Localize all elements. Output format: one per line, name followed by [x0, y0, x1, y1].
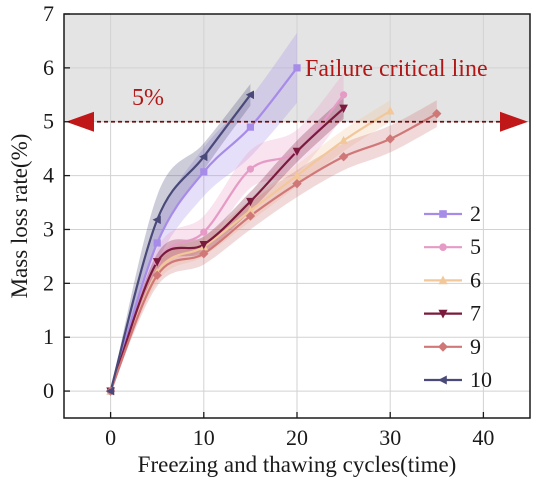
marker-layer [105, 64, 442, 396]
point-series-9 [292, 179, 302, 189]
x-tick-label: 40 [472, 425, 494, 450]
x-tick-label: 0 [105, 425, 116, 450]
point-series-10 [199, 152, 208, 162]
point-series-7 [339, 104, 348, 113]
legend-marker-9 [438, 341, 448, 352]
y-tick-label: 4 [43, 163, 54, 188]
legend-label-6: 6 [470, 267, 481, 292]
failure-critical-label: Failure critical line [305, 56, 488, 82]
point-series-7 [246, 197, 255, 207]
y-tick-label: 5 [43, 109, 54, 134]
point-series-6 [246, 205, 255, 215]
x-axis-title: Freezing and thawing cycles(time) [138, 452, 457, 477]
point-series-9 [245, 211, 256, 221]
legend-marker-6 [438, 275, 448, 285]
point-series-2 [200, 168, 208, 176]
axis-layer: 0 10 20 30 40 0 1 2 3 4 5 6 7 [43, 1, 494, 450]
band-series-7 [110, 97, 344, 392]
threshold-layer [66, 111, 528, 132]
point-series-6 [385, 106, 395, 115]
band-series-5 [110, 73, 344, 392]
line-series-2 [109, 67, 298, 392]
y-tick-label: 2 [43, 270, 54, 295]
line-series-10 [109, 94, 252, 392]
point-series-5 [340, 91, 348, 99]
legend: 2 5 6 7 9 10 [424, 201, 492, 392]
legend-marker-10 [438, 375, 447, 385]
legend-marker-7 [438, 309, 448, 319]
point-series-2 [293, 64, 301, 72]
point-series-9 [199, 249, 209, 259]
y-tick-label: 1 [43, 324, 54, 349]
x-tick-label: 20 [286, 425, 308, 450]
point-series-6 [292, 170, 302, 180]
band-series-2 [110, 32, 297, 392]
legend-label-10: 10 [470, 367, 492, 392]
point-series-5 [200, 228, 208, 236]
point-series-6 [339, 135, 348, 145]
point-series-9 [432, 108, 442, 119]
point-series-7 [199, 240, 209, 250]
y-tick-label: 3 [43, 216, 54, 241]
point-series-9 [152, 270, 162, 280]
legend-marker-2 [439, 210, 447, 218]
y-axis-title: Mass loss rate(%) [7, 134, 32, 299]
point-series-10 [245, 90, 254, 100]
y-tick-label: 7 [43, 1, 54, 26]
point-series-7 [292, 147, 302, 157]
point-series-10 [152, 215, 161, 225]
point-series-9 [385, 134, 395, 144]
legend-marker-5 [439, 243, 447, 251]
threshold-percent-label: 5% [132, 85, 164, 111]
legend-label-7: 7 [470, 301, 481, 326]
x-tick-label: 10 [193, 425, 215, 450]
legend-label-5: 5 [470, 234, 481, 259]
threshold-arrow-left [66, 111, 94, 132]
y-tick-label: 6 [43, 55, 54, 80]
y-tick-label: 0 [43, 378, 54, 403]
threshold-arrow-right [500, 111, 528, 132]
x-tick-label: 30 [379, 425, 401, 450]
point-series-10 [105, 386, 115, 396]
point-series-9 [338, 152, 349, 162]
band-series-9 [110, 100, 437, 392]
legend-label-2: 2 [470, 201, 481, 226]
point-series-2 [246, 123, 254, 131]
point-series-5 [246, 165, 254, 173]
line-series-9 [109, 112, 438, 392]
legend-label-9: 9 [470, 334, 481, 359]
point-series-2 [153, 239, 161, 247]
point-series-7 [152, 258, 162, 267]
